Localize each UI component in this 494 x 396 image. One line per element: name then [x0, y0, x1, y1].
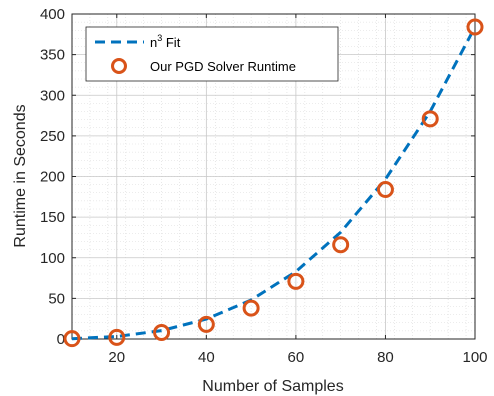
legend-fit-label-base: n	[150, 35, 157, 50]
y-tick-label: 0	[57, 331, 65, 348]
x-tick-label: 60	[288, 349, 305, 366]
runtime-marker	[466, 18, 484, 36]
series-layer	[63, 18, 484, 348]
y-tick-label: 150	[40, 209, 65, 226]
y-tick-label: 300	[40, 87, 65, 104]
y-tick-label: 400	[40, 6, 65, 23]
runtime-marker	[108, 328, 126, 346]
legend-fit-label-exponent: 3	[157, 33, 162, 43]
legend-fit-label-suffix: Fit	[162, 35, 180, 50]
runtime-marker	[63, 330, 81, 348]
y-tick-label: 350	[40, 47, 65, 64]
legend-fit-label: n3 Fit	[150, 33, 181, 50]
fit-curve-line	[71, 26, 477, 341]
y-tick-labels: 0 50 100 150 200 250 300 350 400	[40, 6, 65, 348]
x-tick-labels: 20 40 60 80 100	[108, 349, 487, 366]
runtime-marker	[376, 181, 394, 198]
x-axis-label: Number of Samples	[202, 378, 343, 395]
runtime-marker	[287, 272, 305, 290]
y-tick-label: 100	[40, 250, 65, 267]
legend-measured-label: Our PGD Solver Runtime	[150, 59, 296, 74]
runtime-marker	[332, 236, 350, 254]
x-tick-label: 20	[108, 349, 125, 366]
legend-box	[85, 26, 339, 82]
legend-measured-marker	[111, 58, 127, 74]
runtime-marker	[153, 324, 171, 341]
runtime-marker	[197, 315, 215, 333]
y-axis-label: Runtime in Seconds	[12, 104, 29, 247]
x-tick-label: 80	[377, 349, 394, 366]
legend: n3 Fit Our PGD Solver Runtime	[85, 26, 339, 82]
runtime-marker	[242, 299, 260, 317]
y-tick-label: 50	[48, 290, 65, 307]
runtime-marker	[421, 110, 439, 128]
tick-marks	[72, 13, 476, 340]
y-tick-label: 250	[40, 128, 65, 145]
x-tick-label: 40	[198, 349, 215, 366]
y-tick-label: 200	[40, 169, 65, 186]
x-tick-label: 100	[462, 349, 487, 366]
